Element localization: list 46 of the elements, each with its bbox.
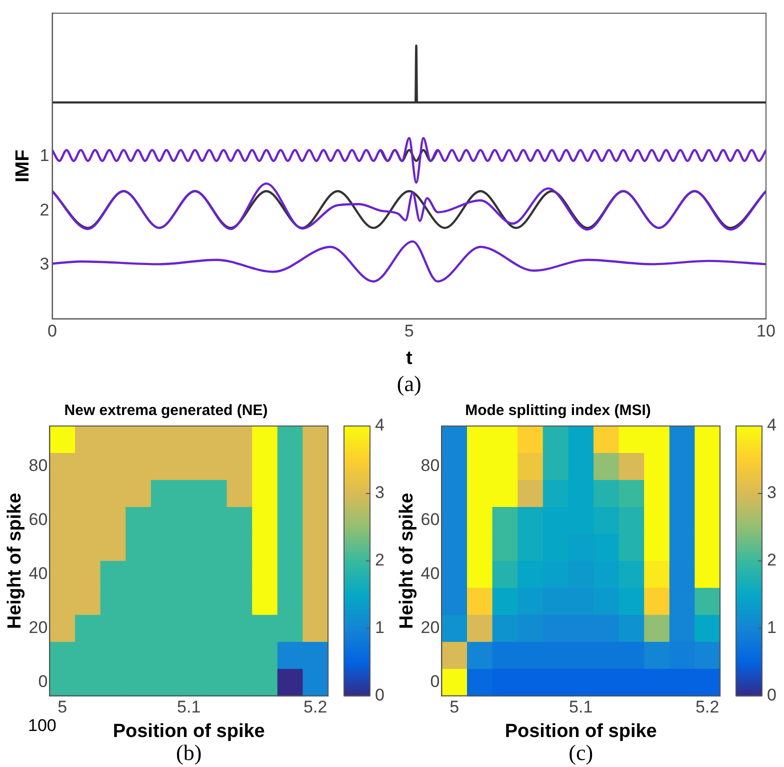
y-tick-label: 40 [28,564,48,584]
text: (c) [568,740,594,765]
x-tick-label: 5.2 [304,698,328,717]
text: (a) [396,370,422,396]
color-bar-label: 4 [767,416,776,435]
x-axis-title: t [406,348,413,369]
color-bar-label: 2 [375,550,384,570]
y-tick-label: 2 [40,200,50,220]
y-tick-label: 60 [28,510,48,530]
y-axis-title: Height of spike [396,492,418,629]
y-tick-label: 20 [28,618,48,638]
color-bar-label: 0 [767,685,776,704]
y-tick-label: 20 [420,618,440,638]
color-bar-label: 3 [767,483,776,502]
x-tick-label: 5 [450,698,460,717]
color-bar-label: 3 [375,483,384,502]
y-tick-label: 1 [40,146,50,166]
y-axis-title: Height of spike [4,492,26,629]
x-tick-label: 5 [58,698,68,717]
y-tick-label: 80 [28,456,48,476]
x-tick-label: 5.1 [177,698,201,717]
line-series [52,240,766,283]
color-bar-label: 4 [375,416,384,435]
x-tick-label: 5.1 [569,698,593,717]
color-bar-label: 1 [375,618,384,638]
x-tick-label: 5.2 [696,698,720,717]
line-series [52,137,766,184]
color-bar-label: 2 [767,550,776,570]
y-tick-label: 80 [420,456,440,476]
y-tick-label: 40 [420,564,440,584]
x-tick-label: 10 [756,322,776,341]
chart-title: New extrema generated (NE) [64,402,268,420]
color-bar-label: 1 [767,618,776,638]
chart-title: Mode splitting index (MSI) [465,402,651,420]
y-axis-title: IMF [12,150,34,182]
line-series [52,182,766,231]
text: (b) [176,740,202,765]
x-tick-label: 5 [404,322,414,341]
text: 100 [28,716,56,736]
y-tick-label: 3 [40,254,50,274]
y-tick-label: 0 [430,672,440,691]
x-axis-title: Position of spike [504,720,657,742]
y-tick-label: 0 [38,672,48,691]
color-bar-label: 0 [375,685,384,704]
x-axis-title: Position of spike [112,720,265,742]
y-tick-label: 60 [420,510,440,530]
